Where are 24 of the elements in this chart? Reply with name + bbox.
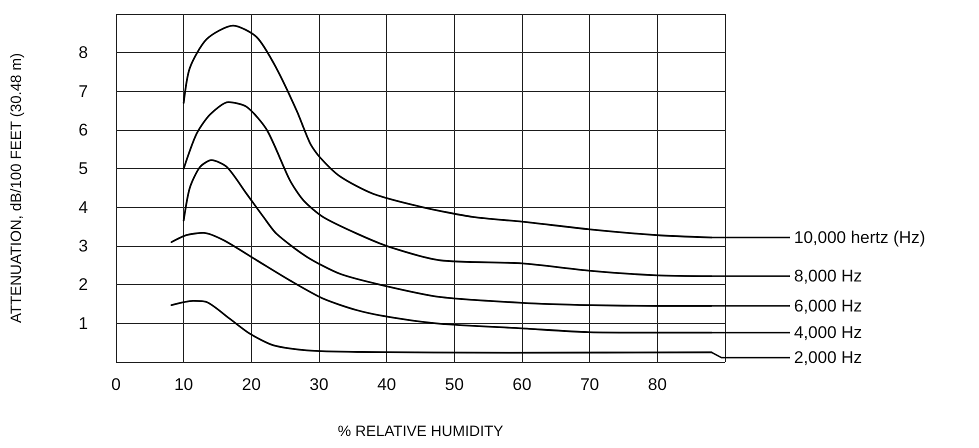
y-tick-label: 3 bbox=[78, 236, 88, 256]
x-tick-label: 40 bbox=[377, 375, 396, 394]
y-tick-label: 6 bbox=[78, 120, 88, 140]
x-tick-label: 30 bbox=[310, 375, 328, 394]
legend-label: 8,000 Hz bbox=[794, 266, 862, 286]
y-tick-label: 5 bbox=[78, 159, 88, 178]
x-tick-label: 60 bbox=[512, 375, 532, 394]
x-axis-title: % RELATIVE HUMIDITY bbox=[338, 423, 504, 440]
legend-label: 4,000 Hz bbox=[794, 323, 862, 342]
y-axis-title: ATTENUATION, dB/100 FEET (30.48 m) bbox=[8, 52, 25, 324]
y-tick-label: 8 bbox=[78, 43, 88, 62]
y-tick-label: 4 bbox=[78, 198, 88, 217]
legend-label: 6,000 Hz bbox=[794, 296, 862, 316]
y-tick-label: 2 bbox=[78, 275, 88, 294]
y-tick-label: 7 bbox=[78, 82, 88, 101]
x-tick-label: 0 bbox=[111, 375, 121, 394]
x-tick-label: 50 bbox=[444, 375, 464, 394]
x-tick-label: 80 bbox=[648, 375, 667, 394]
y-tick-label: 1 bbox=[78, 314, 88, 333]
legend-label: 2,000 Hz bbox=[794, 348, 862, 368]
x-tick-label: 10 bbox=[174, 375, 194, 394]
x-tick-label: 20 bbox=[242, 375, 261, 394]
x-tick-label: 70 bbox=[580, 375, 600, 394]
legend-label: 10,000 hertz (Hz) bbox=[794, 228, 926, 247]
